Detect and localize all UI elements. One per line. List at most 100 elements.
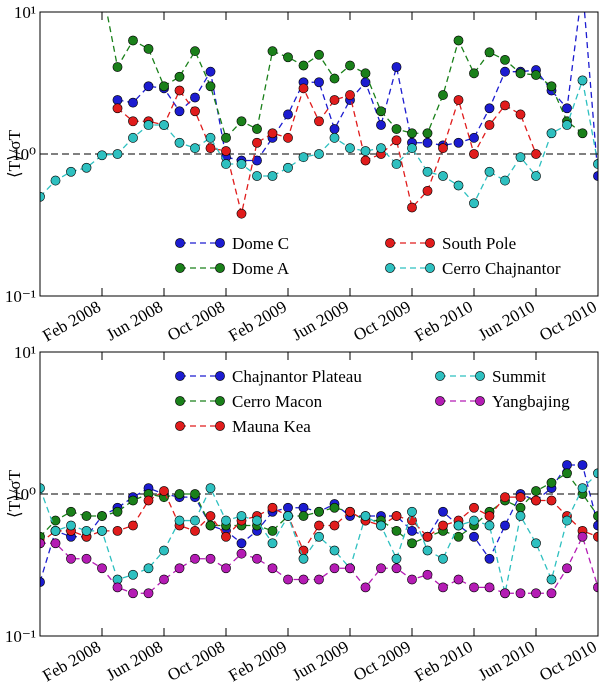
data-point: [515, 588, 526, 599]
data-point: [112, 582, 123, 593]
data-point: [345, 90, 355, 100]
data-point: [407, 538, 417, 549]
legend-label: Dome A: [232, 259, 290, 278]
data-point: [66, 520, 76, 531]
data-point: [407, 202, 417, 213]
data-point: [469, 132, 479, 143]
data-point: [329, 563, 340, 574]
data-point: [81, 511, 92, 521]
data-point: [360, 146, 371, 156]
data-point: [453, 95, 464, 105]
data-point: [205, 81, 216, 92]
data-point: [283, 109, 293, 120]
data-point: [453, 137, 464, 148]
data-point: [345, 143, 355, 154]
data-point: [360, 68, 371, 79]
data-point: [159, 81, 169, 92]
data-point: [500, 66, 510, 77]
data-point: [531, 538, 541, 549]
data-point: [50, 515, 61, 526]
data-point: [577, 483, 588, 494]
data-point: [205, 511, 216, 521]
data-point: [128, 569, 138, 580]
data-point: [128, 97, 138, 108]
data-point: [190, 489, 200, 499]
data-point: [407, 515, 417, 526]
x-tick-label: Feb 2009: [225, 297, 290, 345]
data-point: [112, 525, 123, 536]
data-point: [546, 588, 557, 599]
data-point: [221, 132, 231, 143]
data-point: [422, 185, 433, 196]
y-tick-label: 10¹: [14, 3, 36, 22]
legend-marker: [425, 263, 435, 273]
data-point: [453, 35, 464, 46]
data-point: [438, 582, 448, 593]
data-point: [546, 477, 557, 488]
data-point: [252, 553, 262, 564]
data-point: [81, 525, 92, 536]
data-point: [329, 502, 340, 513]
data-point: [283, 162, 293, 173]
data-point: [531, 70, 541, 80]
data-point: [190, 553, 200, 564]
x-tick-label: Jun 2009: [289, 637, 352, 684]
data-point: [112, 506, 123, 517]
data-point: [112, 95, 123, 105]
x-tick-label: Jun 2008: [103, 637, 166, 684]
data-point: [469, 515, 479, 526]
data-point: [252, 515, 262, 526]
plot-area: [40, 460, 598, 599]
data-point: [500, 100, 510, 111]
data-point: [515, 492, 526, 503]
data-point: [593, 511, 598, 521]
series-line: [40, 534, 598, 594]
data-point: [531, 588, 541, 599]
legend-label: Chajnantor Plateau: [232, 367, 362, 386]
data-point: [252, 124, 262, 134]
data-point: [546, 495, 557, 506]
data-point: [236, 538, 247, 549]
data-point: [577, 531, 588, 542]
legend-marker: [215, 421, 225, 431]
data-point: [314, 574, 324, 585]
data-point: [252, 155, 262, 166]
data-point: [422, 545, 433, 556]
data-point: [391, 62, 402, 72]
data-point: [329, 132, 340, 143]
legend-marker: [475, 371, 485, 381]
x-tick-label: Jun 2008: [103, 297, 166, 344]
data-point: [314, 49, 324, 60]
data-point: [236, 511, 247, 521]
data-point: [50, 175, 61, 186]
data-point: [329, 95, 340, 105]
data-point: [128, 35, 138, 46]
data-point: [515, 109, 526, 120]
data-point: [391, 159, 402, 169]
legend-marker: [175, 263, 185, 273]
data-point: [314, 149, 324, 159]
data-point: [329, 124, 340, 134]
data-point: [515, 68, 526, 79]
data-point: [252, 171, 262, 181]
data-point: [314, 531, 324, 542]
data-point: [407, 574, 417, 585]
data-point: [376, 520, 386, 531]
data-point: [469, 149, 479, 159]
data-point: [422, 166, 433, 177]
data-point: [546, 574, 557, 585]
data-point: [562, 103, 572, 114]
data-point: [376, 143, 386, 154]
data-point: [267, 171, 278, 181]
data-point: [345, 60, 355, 71]
data-point: [593, 159, 598, 169]
data-point: [128, 588, 138, 599]
legend-label: Cerro Macon: [232, 392, 323, 411]
plot-area: [40, 12, 598, 219]
data-point: [221, 515, 231, 526]
data-point: [577, 75, 588, 86]
legend-label: Dome C: [232, 234, 289, 253]
legend-marker: [175, 238, 185, 248]
data-point: [500, 492, 510, 503]
data-point: [593, 171, 598, 181]
